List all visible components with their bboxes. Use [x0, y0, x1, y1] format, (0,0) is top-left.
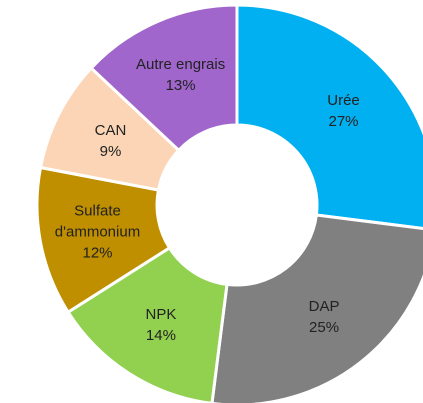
donut-segment [235, 3, 423, 231]
segment-label: NPK 14% [105, 304, 217, 346]
donut-segment [66, 245, 229, 403]
category-label: Urée [327, 92, 360, 110]
value-label: 13% [165, 76, 196, 94]
category-label: NPK [145, 305, 177, 323]
value-label: 14% [145, 326, 176, 344]
value-label: 27% [328, 113, 359, 131]
value-label: 12% [82, 244, 113, 262]
category-label: Sulfate d'ammonium [54, 202, 141, 241]
value-label: 25% [309, 319, 340, 337]
category-label: DAP [308, 298, 340, 316]
donut-segment [89, 3, 239, 153]
segment-label: Autre engrais 13% [125, 54, 237, 96]
value-label: 9% [99, 142, 122, 160]
segment-label: Urée 27% [288, 90, 400, 132]
segment-label: DAP 25% [268, 296, 380, 338]
segment-label: Sulfate d'ammonium 12% [42, 200, 154, 263]
category-label: Autre engrais [135, 55, 226, 73]
category-label: CAN [94, 121, 127, 139]
segment-label: CAN 9% [54, 120, 166, 162]
donut-segment [210, 213, 423, 403]
